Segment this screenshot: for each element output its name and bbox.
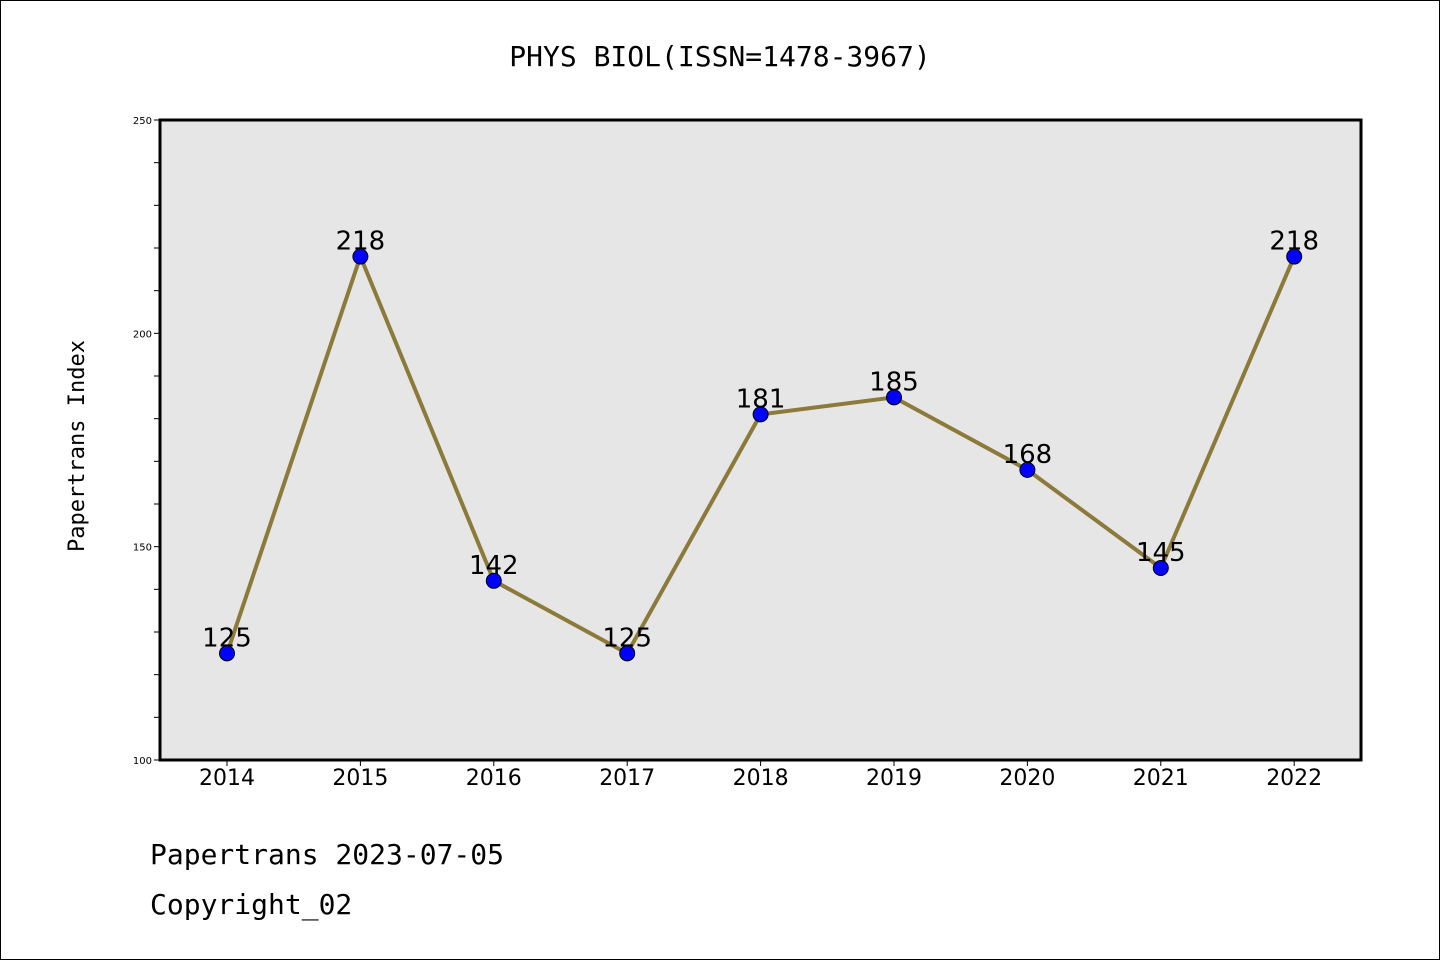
x-tick-label: 2015 xyxy=(332,766,388,791)
data-point xyxy=(485,572,502,589)
footer-date: Papertrans 2023-07-05 xyxy=(150,838,504,871)
series-line-group: 125 218 142 125 181 185 168 145 218 xyxy=(202,227,1319,662)
plot-area xyxy=(158,118,1363,762)
data-point xyxy=(1019,461,1036,478)
x-axis: 2014 2015 2016 2017 2018 2019 2020 2021 2022 xyxy=(199,760,1322,791)
x-tick-label: 2019 xyxy=(866,766,922,791)
data-label: 168 xyxy=(1003,440,1053,470)
data-point xyxy=(886,389,902,406)
data-label: 218 xyxy=(1269,227,1319,257)
data-point xyxy=(1152,560,1169,576)
data-label: 142 xyxy=(469,551,519,581)
data-point xyxy=(352,248,369,265)
data-label: 145 xyxy=(1136,538,1186,568)
data-point xyxy=(219,645,235,662)
data-label: 185 xyxy=(869,367,919,397)
x-tick-label: 2020 xyxy=(999,766,1055,791)
data-point xyxy=(1286,248,1303,265)
y-tick-label: 250 xyxy=(133,116,152,127)
data-label: 181 xyxy=(736,384,786,414)
x-tick-label: 2014 xyxy=(199,766,255,791)
data-point xyxy=(752,406,769,423)
y-tick-label: 200 xyxy=(133,329,152,340)
y-tick-label: 100 xyxy=(133,756,152,767)
x-tick-label: 2018 xyxy=(733,766,789,791)
footer-copyright: Copyright_02 xyxy=(150,888,352,922)
y-tick-label: 150 xyxy=(133,543,152,554)
x-tick-label: 2017 xyxy=(599,766,655,791)
y-axis: 100 150 200 250 xyxy=(133,116,160,767)
data-label: 125 xyxy=(602,623,652,653)
y-axis-label: Papertrans Index xyxy=(65,340,90,552)
x-tick-label: 2021 xyxy=(1133,766,1189,791)
data-point xyxy=(619,645,636,662)
x-tick-label: 2016 xyxy=(466,766,522,791)
x-tick-label: 2022 xyxy=(1266,766,1322,791)
data-label: 218 xyxy=(336,227,386,257)
chart-title: PHYS BIOL(ISSN=1478-3967) xyxy=(509,40,930,73)
data-label: 125 xyxy=(202,623,252,653)
